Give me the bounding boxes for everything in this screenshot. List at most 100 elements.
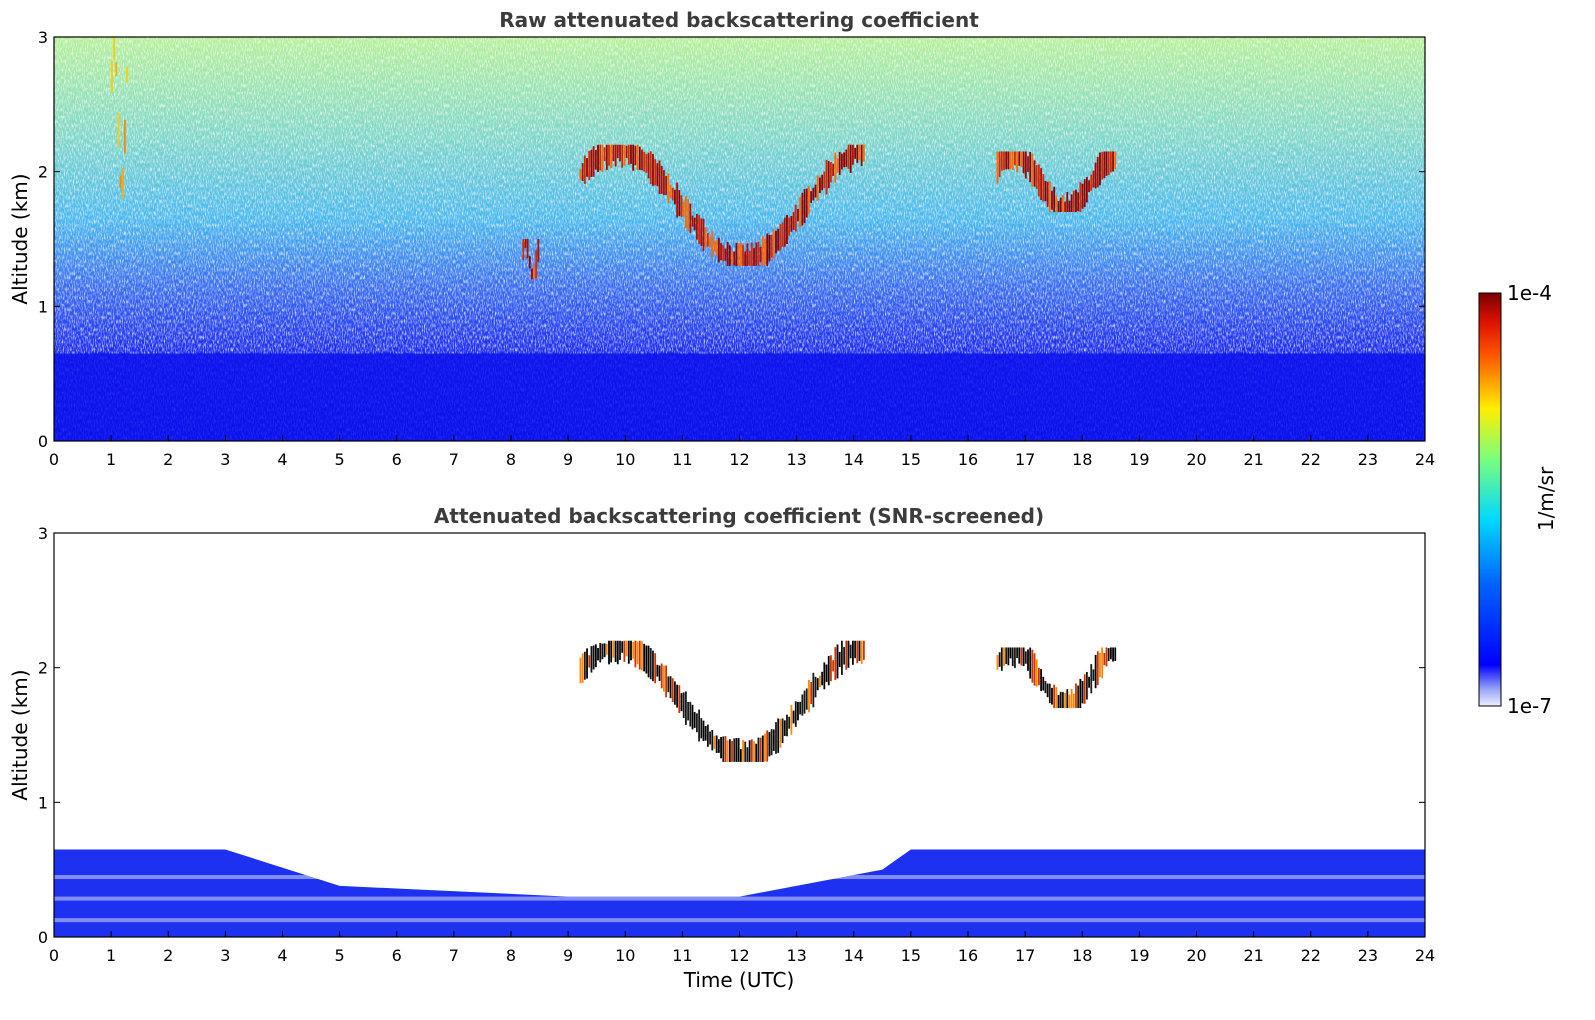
raw-cloud-segment: [1068, 200, 1071, 213]
raw-cloud-segment: [533, 264, 535, 280]
raw-cloud-segment: [1096, 156, 1099, 188]
screened-cloud-segment: [1068, 694, 1071, 709]
raw-cloud-segment: [739, 242, 742, 266]
x-tick-label: 19: [1129, 946, 1149, 965]
colorbar-max-label: 1e-4: [1507, 281, 1552, 305]
raw-cloud-segment: [746, 243, 749, 266]
raw-cloud-segment: [757, 241, 760, 266]
raw-cloud-segment: [605, 144, 608, 170]
screened-cloud-segment: [1105, 647, 1108, 667]
screened-cloud-segment: [654, 653, 657, 684]
screened-cloud-segment: [1029, 647, 1032, 679]
x-tick-label: 12: [729, 450, 749, 469]
screened-cloud-segment: [665, 665, 668, 698]
screened-cloud-segment: [713, 735, 716, 749]
raw-ticks: 0 1 2 3 4 5 6 7 8 9 10 11 12 13 14 15 16 17 18 19 20 21 22 23 24…: [38, 28, 1435, 469]
x-tick-label: 4: [277, 450, 287, 469]
raw-cloud-segment: [649, 151, 652, 185]
x-tick-label: 3: [220, 450, 230, 469]
screened-cloud-segment: [645, 645, 648, 674]
screened-cloud-segment: [592, 645, 595, 670]
x-tick-label: 18: [1072, 450, 1092, 469]
colorbar: 1e-4 1e-7 1/m/sr: [1478, 281, 1558, 718]
screened-cloud-segment: [1114, 647, 1117, 661]
colorbar-gradient: [1478, 292, 1502, 707]
raw-cloud-segment: [126, 66, 128, 83]
raw-cloud-segment: [1099, 152, 1101, 186]
raw-cloud-segment: [783, 217, 786, 247]
raw-cloud-segment: [530, 268, 533, 280]
raw-cloud-segment: [702, 218, 705, 251]
raw-cloud-segment: [722, 245, 725, 262]
raw-cloud-segment: [1005, 151, 1008, 170]
x-tick-label: 11: [672, 450, 692, 469]
raw-cloud-segment: [801, 192, 804, 226]
raw-cloud-segment: [742, 245, 744, 266]
screened-cloud-segment: [748, 740, 751, 762]
x-tick-label: 23: [1358, 450, 1378, 469]
raw-cloud-segment: [669, 184, 672, 198]
raw-cloud-segment: [770, 234, 773, 258]
raw-cloud-segment: [1112, 151, 1114, 172]
raw-cloud-segment: [1072, 190, 1075, 213]
screened-cloud-segment: [1064, 692, 1066, 709]
screened-cloud-segment: [757, 737, 760, 762]
raw-cloud-segment: [1000, 151, 1003, 171]
screened-cloud-segment: [816, 678, 819, 691]
screened-cloud-segment: [612, 640, 615, 658]
raw-cloud-segment: [676, 182, 679, 218]
screened-cloud-segment: [1066, 689, 1069, 709]
screened-cloud-segment: [599, 643, 602, 663]
x-tick-label: 5: [335, 450, 345, 469]
raw-cloud-segment: [1018, 151, 1021, 166]
raw-cloud-segment: [656, 163, 659, 187]
screened-cloud-segment: [1053, 684, 1056, 709]
raw-cloud-segment: [579, 169, 582, 180]
screened-cloud-segment: [744, 741, 747, 762]
screened-boundary-layer-band: [54, 896, 1425, 901]
raw-cloud-segment: [1020, 151, 1023, 168]
raw-cloud-segment: [1009, 151, 1012, 170]
raw-cloud-segment: [750, 242, 753, 266]
raw-cloud-segment: [535, 249, 538, 279]
screened-cloud-segment: [671, 678, 674, 703]
raw-cloud-segment: [610, 144, 613, 169]
screened-cloud-segment: [814, 676, 817, 698]
screened-cloud-segment: [676, 684, 679, 708]
screened-cloud-segment: [1070, 688, 1073, 709]
y-tick-label: 3: [38, 28, 48, 47]
screened-cloud-segment: [649, 648, 652, 680]
raw-cloud-segment: [799, 196, 802, 228]
raw-cloud-segment: [790, 216, 793, 232]
screened-cloud-segment: [792, 710, 795, 724]
raw-cloud-segment: [1014, 151, 1016, 166]
screened-cloud-segment: [1090, 664, 1093, 694]
screened-cloud-segment: [1009, 647, 1012, 659]
screened-cloud-segment: [610, 640, 613, 663]
raw-cloud-segment: [630, 144, 632, 164]
screened-cloud-segment: [621, 641, 624, 653]
screened-cloud-segment: [735, 738, 738, 762]
raw-cloud-segment: [678, 190, 681, 217]
screened-cloud-segment: [616, 640, 619, 665]
screened-cloud-segment: [858, 640, 861, 661]
raw-cloud-segment: [522, 239, 525, 261]
y-tick-label: 1: [38, 793, 48, 812]
x-tick-label: 7: [449, 946, 459, 965]
raw-cloud-segment: [860, 144, 863, 167]
x-tick-label: 15: [901, 946, 921, 965]
screened-cloud-segment: [761, 735, 764, 762]
raw-cloud-segment: [843, 152, 846, 168]
screened-heatmap: [54, 533, 1425, 937]
screened-cloud-segment: [856, 640, 859, 664]
raw-cloud-segment: [775, 230, 777, 254]
y-tick-label: 0: [38, 432, 48, 451]
raw-cloud-segment: [830, 161, 832, 183]
x-tick-label: 21: [1243, 450, 1263, 469]
screened-cloud-segment: [641, 641, 643, 671]
raw-cloud-segment: [524, 239, 527, 249]
raw-cloud-segment: [685, 196, 687, 229]
raw-boundary-layer: [54, 353, 1425, 441]
x-tick-label: 23: [1358, 946, 1378, 965]
x-tick-label: 2: [163, 450, 173, 469]
